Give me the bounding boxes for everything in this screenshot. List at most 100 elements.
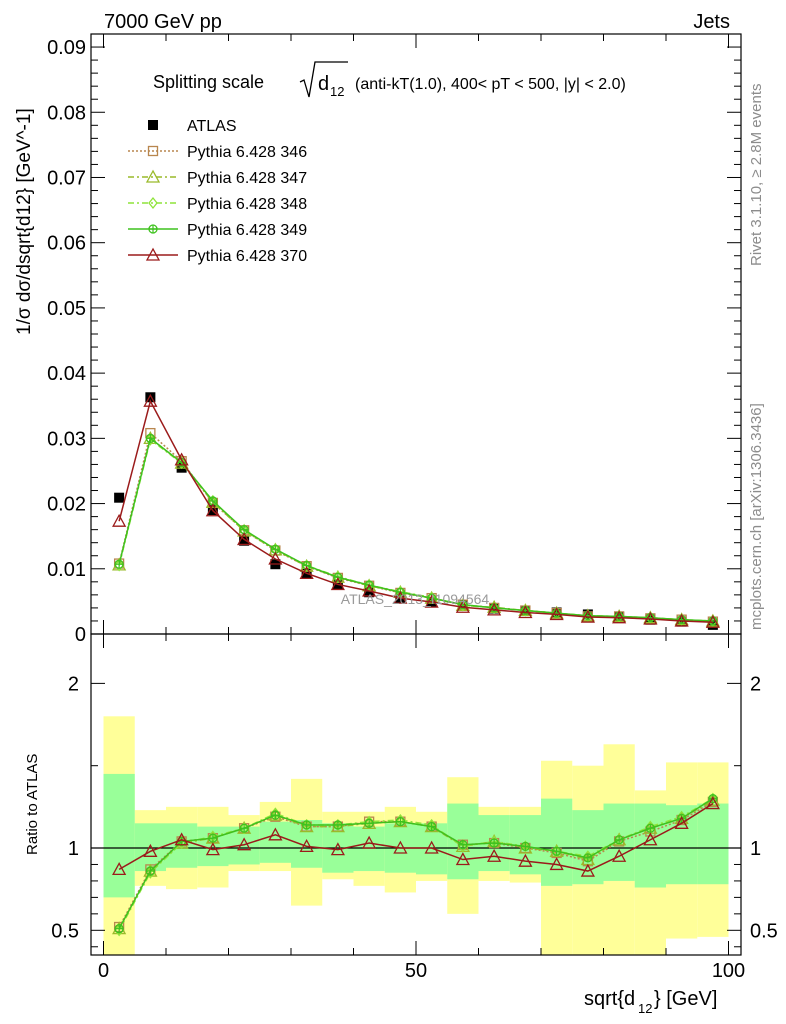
ratio-data-point xyxy=(551,846,562,856)
main-data-point xyxy=(112,513,127,527)
main-data-point xyxy=(176,457,187,470)
main-data-point xyxy=(114,492,125,503)
main-y-tick-label: 0.07 xyxy=(47,167,86,189)
main-data-point xyxy=(364,579,374,592)
legend-marker xyxy=(148,224,158,234)
ratio-data-point xyxy=(333,820,343,830)
mcplots-credit-label: mcplots.cern.ch [arXiv:1306.3436] xyxy=(748,403,765,630)
legend-marker xyxy=(145,247,161,261)
main-data-point xyxy=(676,613,687,626)
ratio-data-point xyxy=(643,832,658,846)
ratio-data-point xyxy=(549,857,564,871)
main-data-point xyxy=(643,611,658,625)
main-data-point xyxy=(174,452,189,466)
legend-label: Pythia 6.428 347 xyxy=(187,170,307,187)
main-data-point xyxy=(612,610,627,624)
ratio-data-point xyxy=(580,863,595,877)
main-data-point xyxy=(487,602,502,616)
main-y-tick-label: 0.06 xyxy=(47,233,86,255)
legend-marker xyxy=(145,169,161,183)
main-data-point xyxy=(708,614,718,627)
main-y-tick-label: 0.01 xyxy=(47,559,86,581)
main-data-point xyxy=(362,583,377,597)
ratio-data-point xyxy=(455,852,470,866)
ratio-inner-band xyxy=(541,798,573,886)
legend-label: ATLAS xyxy=(187,118,237,135)
ratio-data-point xyxy=(458,840,468,850)
ratio-inner-band xyxy=(697,803,729,885)
ratio-data-point xyxy=(426,821,437,832)
sqrt-symbol xyxy=(299,61,348,98)
ratio-data-point xyxy=(551,845,562,858)
main-data-point xyxy=(424,594,439,608)
main-data-point xyxy=(580,609,595,623)
x-tick-label: 0 xyxy=(98,960,109,982)
chart-title-suffix: (anti-kT(1.0), 400< pT < 500, |y| < 2.0) xyxy=(355,76,626,93)
main-series-5 xyxy=(112,393,720,628)
main-y-tick-label: 0.08 xyxy=(47,102,86,124)
ratio-data-point xyxy=(143,843,158,857)
ratio-inner-band xyxy=(572,810,604,885)
ratio-data-point xyxy=(393,840,408,854)
ratio-data-point xyxy=(612,848,627,862)
ratio-data-point xyxy=(299,838,314,853)
ratio-data-point xyxy=(268,827,283,841)
main-data-point xyxy=(145,433,156,443)
ratio-y-tick-label-right: 1 xyxy=(750,838,761,860)
ratio-data-point xyxy=(237,837,252,851)
main-data-point xyxy=(393,590,408,604)
analysis-watermark: ATLAS_2013_I1094564 xyxy=(341,591,490,607)
ratio-data-point xyxy=(614,835,624,845)
ratio-data-point xyxy=(362,835,377,849)
main-y-tick-label: 0.09 xyxy=(47,37,86,59)
x-axis-label-unit: } [GeV] xyxy=(654,988,717,1010)
main-data-point xyxy=(614,610,624,623)
x-axis-label-text: sqrt{d xyxy=(584,988,635,1010)
ratio-y-tick-label-right: 0.5 xyxy=(750,920,778,942)
ratio-data-point xyxy=(424,840,439,854)
ratio-inner-band xyxy=(103,773,135,898)
main-data-point xyxy=(330,577,345,591)
ratio-data-point xyxy=(270,810,281,820)
main-plot-area: 0 0.01 0.02 0.03 0.04 0.05 0.06 0.07 0.08 0.09 Spl… xyxy=(14,33,742,646)
ratio-data-point xyxy=(489,838,499,848)
main-y-tick-label: 0.02 xyxy=(47,494,86,516)
ratio-y-tick-label: 1 xyxy=(68,838,79,860)
chart-title: Splitting scale d 12 (anti-kT(1.0), 400< pT… xyxy=(153,61,626,99)
main-data-point xyxy=(299,565,314,579)
ratio-y-tick-label: 0.5 xyxy=(51,920,79,942)
main-y-tick-label: 0 xyxy=(75,624,86,646)
chart-title-math: d xyxy=(318,73,329,95)
main-y-tick-label: 0.04 xyxy=(47,363,86,385)
chart-title-text: Splitting scale xyxy=(153,72,264,92)
main-y-axis-label: 1/σ dσ/dsqrt{d12} [GeV^-1] xyxy=(14,108,35,335)
ratio-data-point xyxy=(583,853,593,863)
ratio-data-point xyxy=(301,820,312,830)
main-data-point xyxy=(489,601,499,614)
main-data-point xyxy=(645,611,656,624)
ratio-y-tick-label-right: 2 xyxy=(750,673,761,695)
ratio-data-point xyxy=(395,817,406,827)
main-y-tick-label: 0.05 xyxy=(47,298,86,320)
ratio-data-point xyxy=(114,924,124,934)
main-data-point xyxy=(237,532,252,546)
ratio-data-point xyxy=(487,848,502,862)
ratio-data-point xyxy=(518,853,533,867)
legend-label: Pythia 6.428 348 xyxy=(187,196,307,213)
main-data-point xyxy=(114,559,124,569)
main-data-point xyxy=(205,503,220,517)
chart-title-math-sub: 12 xyxy=(330,84,344,99)
main-data-point xyxy=(455,599,470,613)
main-data-point xyxy=(549,607,564,621)
legend-marker xyxy=(148,120,158,130)
legend-label: Pythia 6.428 349 xyxy=(187,222,307,239)
ratio-data-point xyxy=(520,840,531,853)
legend: ATLAS Pythia 6.428 346 Pythia 6.428 347 Pyt… xyxy=(128,118,307,265)
ratio-data-point xyxy=(208,833,218,843)
header-category-label: Jets xyxy=(693,11,730,33)
ratio-series-line xyxy=(118,797,714,930)
ratio-data-point xyxy=(145,866,156,876)
main-data-point xyxy=(583,609,593,622)
ratio-data-point xyxy=(330,842,345,856)
